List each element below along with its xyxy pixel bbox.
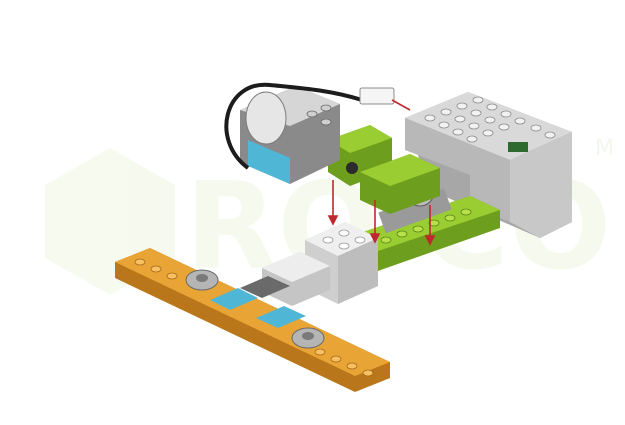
status-light [508,142,528,152]
cable-plug [359,87,395,105]
turntable-discs [185,269,325,349]
arrow-head [369,233,381,244]
azure-tiles [210,276,306,328]
medium-motor [240,86,340,184]
lime-base-plate [345,196,500,272]
assembly-arrow [391,99,411,111]
watermark-letter-m: M [595,136,614,161]
axle-hole [346,162,358,174]
smarthub [405,92,572,238]
arrow-head [424,235,436,246]
assembly-arrows [327,99,436,246]
white-bricks-stack [262,222,378,306]
motor-cable [224,82,363,170]
motor-azure-base [248,140,290,184]
lime-brick-top [328,125,440,214]
arrow-head [327,215,339,226]
